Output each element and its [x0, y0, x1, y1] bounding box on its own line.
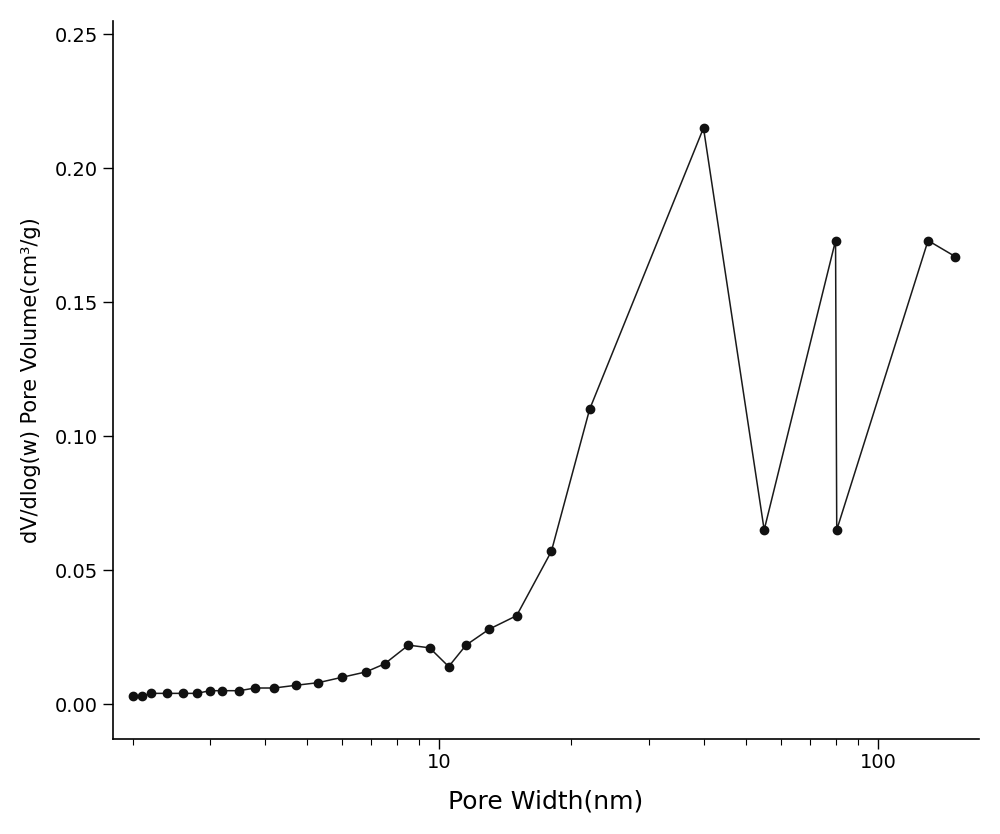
X-axis label: Pore Width(nm): Pore Width(nm) [448, 789, 644, 813]
Y-axis label: dV/dlog(w) Pore Volume(cm³/g): dV/dlog(w) Pore Volume(cm³/g) [21, 217, 41, 543]
